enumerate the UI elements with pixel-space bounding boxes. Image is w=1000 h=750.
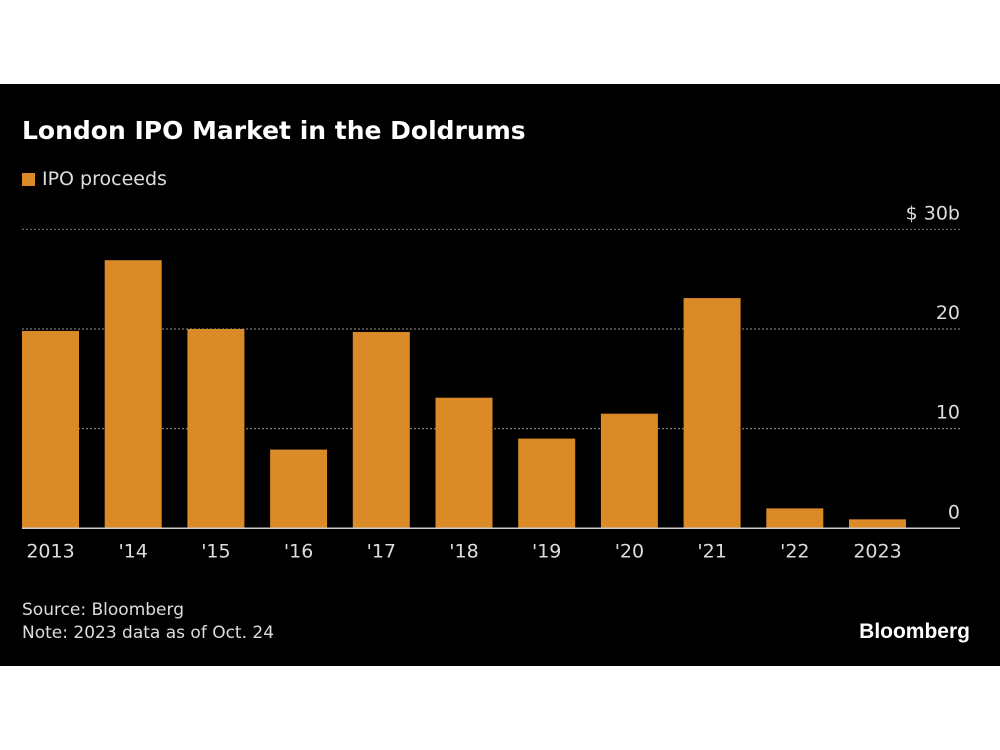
bar (352, 331, 410, 529)
bar (22, 330, 79, 529)
y-tick-label: 10 (936, 402, 960, 424)
x-tick-label: '19 (532, 540, 561, 562)
bar (683, 298, 741, 529)
chart-panel: London IPO Market in the Doldrums IPO pr… (0, 84, 1000, 666)
source-note: Source: Bloomberg (22, 600, 184, 620)
bar (270, 449, 328, 529)
bar (187, 328, 245, 529)
data-note: Note: 2023 data as of Oct. 24 (22, 623, 275, 643)
x-tick-label: '18 (449, 540, 478, 562)
legend: IPO proceeds (22, 168, 167, 190)
x-tick-label: '16 (284, 540, 313, 562)
legend-label: IPO proceeds (42, 168, 167, 190)
bar (849, 519, 906, 529)
x-tick-label: 2023 (853, 540, 901, 562)
legend-swatch (22, 172, 35, 186)
x-tick-label: '14 (118, 540, 147, 562)
bar (766, 508, 824, 529)
x-tick-label: '20 (615, 540, 644, 562)
bar (518, 438, 576, 529)
x-tick-label: '22 (780, 540, 809, 562)
y-tick-label: 20 (936, 302, 960, 324)
x-tick-label: '17 (367, 540, 396, 562)
chart-title: London IPO Market in the Doldrums (22, 116, 526, 145)
x-tick-label: '15 (201, 540, 230, 562)
bar (600, 413, 658, 529)
bloomberg-logo: Bloomberg (859, 620, 970, 643)
bar (104, 260, 162, 529)
y-tick-label: $ 30b (906, 202, 960, 224)
y-tick-label: 0 (948, 501, 960, 523)
bar (435, 397, 493, 529)
bar-chart: 0 10 20 $ 30b 2013 '14 '15 '16 '17 '18 '19 '20 '21 '2… (22, 202, 960, 562)
x-tick-label: 2013 (26, 540, 74, 562)
x-tick-label: '21 (697, 540, 726, 562)
